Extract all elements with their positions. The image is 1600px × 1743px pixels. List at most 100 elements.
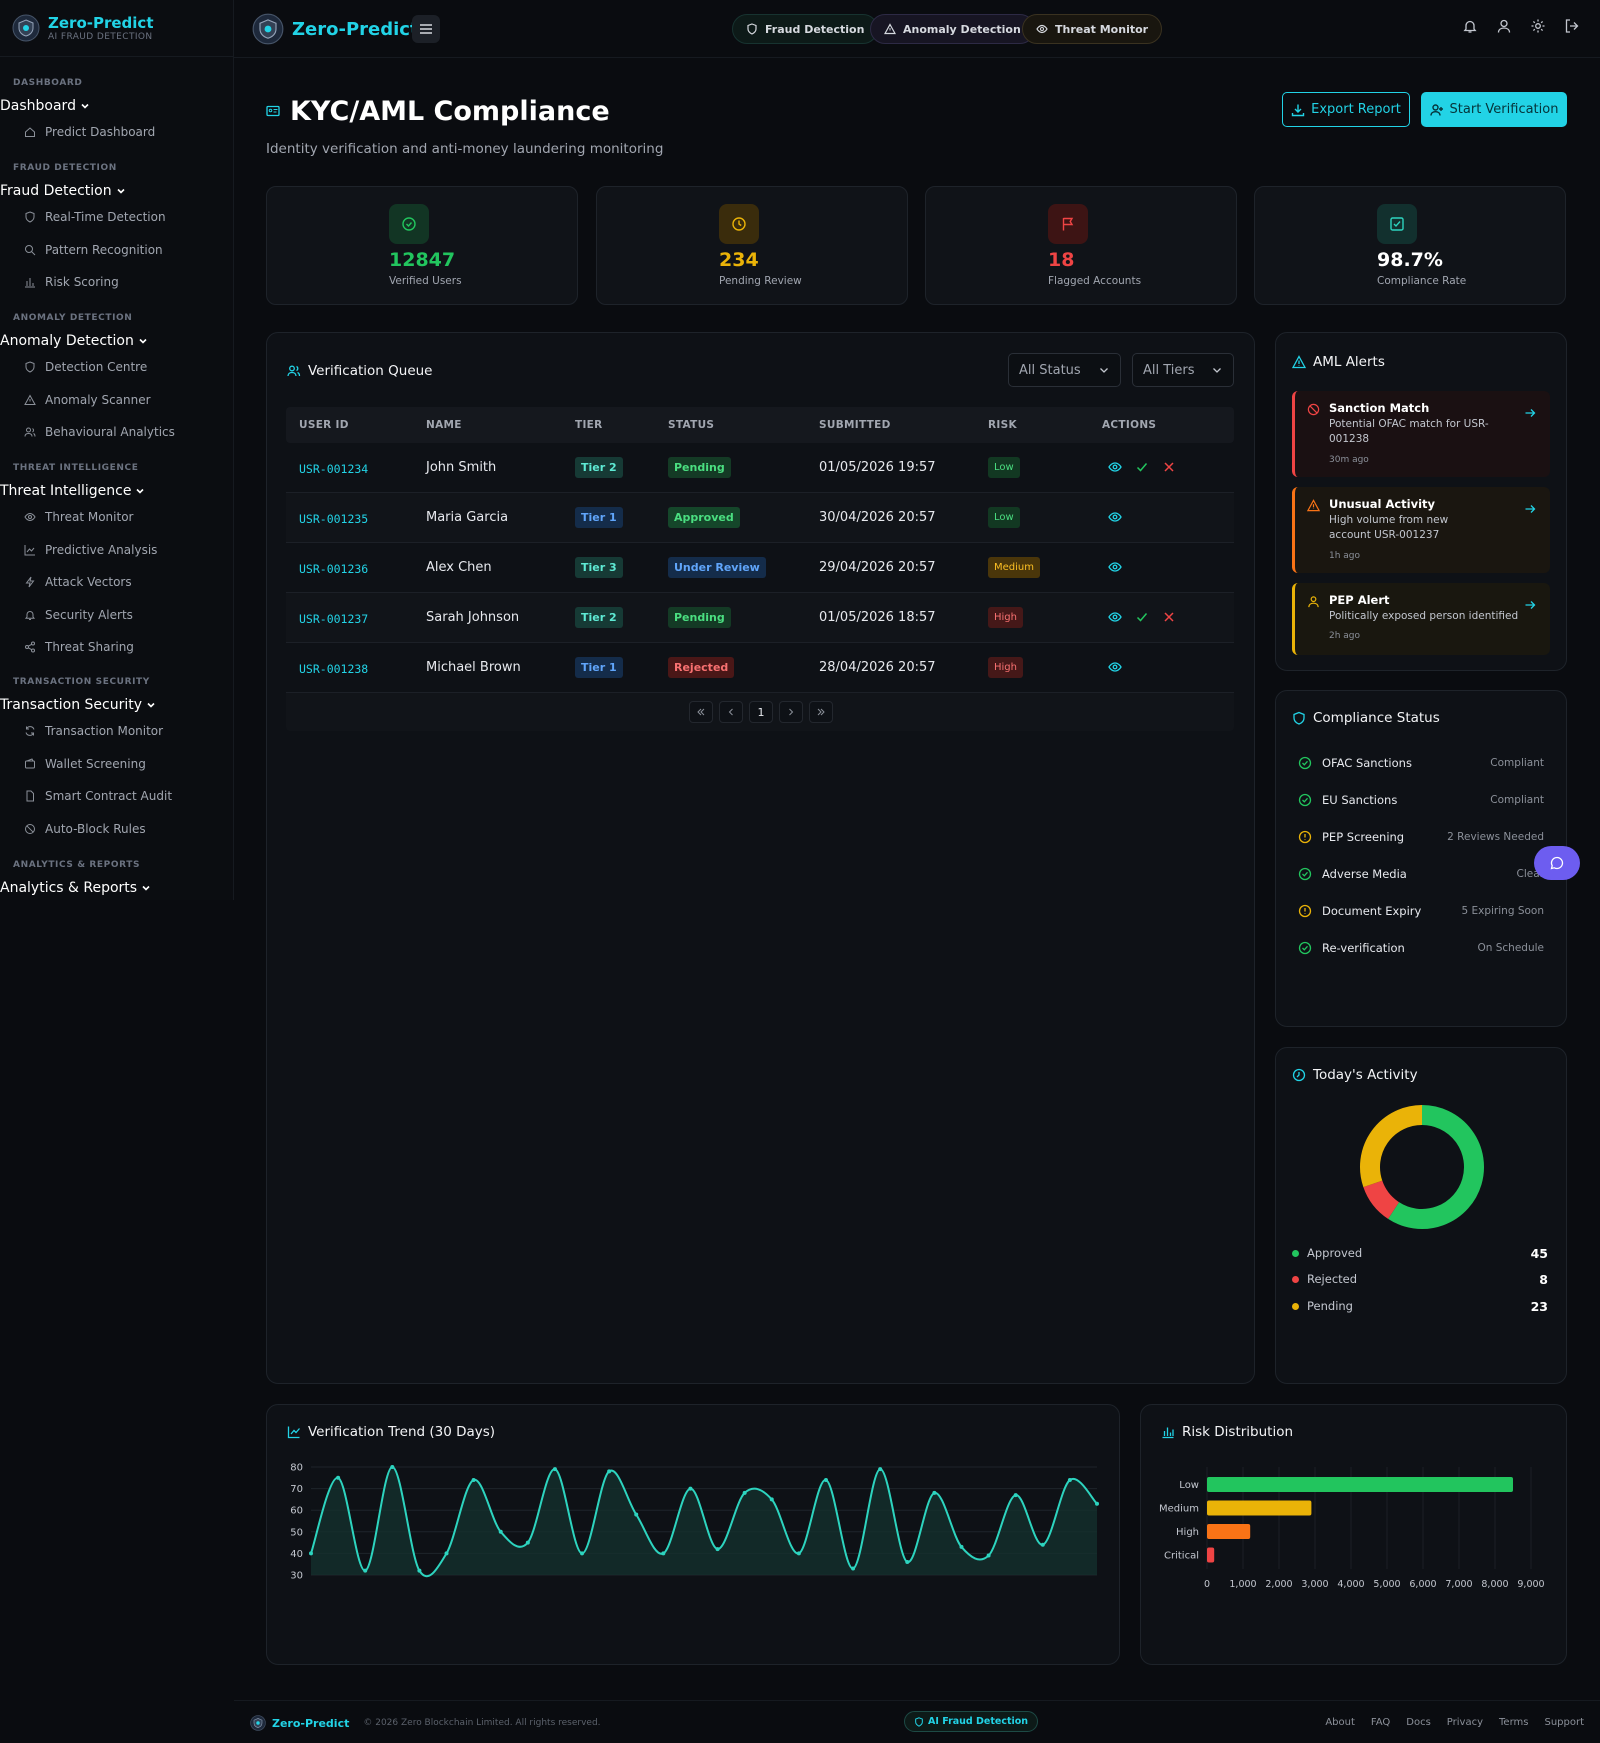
sidebar-heading-threat-intelligence[interactable]: Threat Intelligence (0, 481, 234, 501)
verification-trend-panel: Verification Trend (30 Days) 30 40 50 60 70 8… (266, 1404, 1120, 1665)
arrow-right-icon[interactable] (1524, 407, 1536, 419)
todays-activity-title: Today's Activity (1292, 1067, 1418, 1083)
footer-logo[interactable]: Zero-Predict © 2026 Zero Blockchain Limi… (250, 1715, 601, 1731)
last-page-button[interactable] (809, 701, 833, 723)
activity-legend-approved: Approved 45 (1292, 1244, 1548, 1262)
sidebar-item-real-time-detection[interactable]: Real-Time Detection (0, 201, 234, 234)
trend-point (634, 1512, 639, 1517)
sidebar-item-security-alerts[interactable]: Security Alerts (0, 599, 234, 632)
trend-point (769, 1497, 774, 1502)
compliance-status-title: Compliance Status (1292, 710, 1440, 726)
compliance-item-reverification: Re-verification On Schedule (1298, 938, 1544, 958)
x-tick-label: 0 (1204, 1579, 1210, 1590)
view-eye-icon[interactable] (1108, 560, 1122, 574)
sidebar-item-risk-scoring[interactable]: Risk Scoring (0, 266, 234, 299)
footer-link-about[interactable]: About (1325, 1717, 1355, 1728)
warning-icon (24, 394, 36, 405)
bell-icon[interactable] (1462, 18, 1478, 34)
sidebar-item-wallet-screening[interactable]: Wallet Screening (0, 748, 234, 781)
arrow-right-icon[interactable] (1524, 503, 1536, 515)
risk-badge: Low (988, 457, 1020, 478)
chevron-down-icon (139, 338, 147, 344)
sidebar-heading-dashboard[interactable]: Dashboard (0, 96, 234, 116)
todays-activity-panel: Today's Activity Approved 45 Rejected 8 Pe… (1275, 1047, 1567, 1384)
user-id-link[interactable]: USR-001235 (299, 512, 369, 526)
sidebar-heading-analytics-reports[interactable]: Analytics & Reports (0, 878, 234, 898)
panel-title-label: Verification Queue (308, 363, 433, 379)
sidebar-item-anomaly-scanner[interactable]: Anomaly Scanner (0, 384, 234, 417)
y-tick-label: 70 (290, 1484, 303, 1495)
column-header-submitted: SUBMITTED (819, 419, 891, 431)
alert-time: 1h ago (1329, 551, 1361, 561)
user-id-link[interactable]: USR-001234 (299, 462, 369, 476)
trend-point (471, 1477, 476, 1482)
footer-link-support[interactable]: Support (1544, 1717, 1584, 1728)
sidebar-item-threat-sharing[interactable]: Threat Sharing (0, 631, 234, 664)
view-eye-icon[interactable] (1108, 610, 1122, 624)
sidebar-item-label: Auto-Block Rules (45, 821, 146, 836)
stat-label: Pending Review (719, 275, 802, 287)
view-eye-icon[interactable] (1108, 460, 1122, 474)
gear-icon[interactable] (1530, 18, 1546, 34)
aml-alert-unusual-activity[interactable]: Unusual Activity High volume from new ac… (1292, 487, 1550, 573)
reject-x-icon[interactable] (1162, 460, 1176, 474)
sidebar-item-pattern-recognition[interactable]: Pattern Recognition (0, 234, 234, 267)
view-eye-icon[interactable] (1108, 510, 1122, 524)
prev-page-button[interactable] (719, 701, 743, 723)
export-report-button[interactable]: Export Report (1282, 92, 1410, 127)
page-number-button[interactable]: 1 (749, 701, 773, 723)
category-label: Critical (1164, 1551, 1199, 1562)
activity-legend-rejected: Rejected 8 (1292, 1270, 1548, 1288)
legend-label: Pending (1307, 1299, 1353, 1313)
footer-link-docs[interactable]: Docs (1406, 1717, 1431, 1728)
aml-alert-pep[interactable]: PEP Alert Politically exposed person ide… (1292, 583, 1550, 655)
pill-threat-monitor[interactable]: Threat Monitor (1022, 14, 1163, 44)
sidebar-item-predict-dashboard[interactable]: Predict Dashboard (0, 116, 234, 149)
sidebar-heading-fraud-detection[interactable]: Fraud Detection (0, 181, 234, 201)
approve-check-icon[interactable] (1135, 460, 1149, 474)
sidebar-item-behavioural-analytics[interactable]: Behavioural Analytics (0, 416, 234, 449)
trend-point (498, 1529, 503, 1534)
sidebar-item-smart-contract-audit[interactable]: Smart Contract Audit (0, 780, 234, 813)
sidebar-item-attack-vectors[interactable]: Attack Vectors (0, 566, 234, 599)
column-header-risk: RISK (988, 419, 1017, 431)
pill-fraud-detection[interactable]: Fraud Detection (732, 14, 879, 44)
approve-check-icon[interactable] (1135, 610, 1149, 624)
chevron-down-icon (81, 103, 89, 109)
arrow-right-icon[interactable] (1524, 599, 1536, 611)
sidebar-item-threat-monitor[interactable]: Threat Monitor (0, 501, 234, 534)
aml-alert-sanction-match[interactable]: Sanction Match Potential OFAC match for … (1292, 391, 1550, 477)
chat-bubble-icon (1550, 856, 1564, 870)
reject-x-icon[interactable] (1162, 610, 1176, 624)
compliance-item-status: 2 Reviews Needed (1447, 831, 1544, 843)
pill-anomaly-detection[interactable]: Anomaly Detection (870, 14, 1035, 44)
footer-link-terms[interactable]: Terms (1499, 1717, 1529, 1728)
chevron-left-icon (728, 708, 733, 716)
user-id-link[interactable]: USR-001237 (299, 612, 369, 626)
panel-title-label: Today's Activity (1313, 1067, 1418, 1083)
footer-link-faq[interactable]: FAQ (1370, 1717, 1391, 1728)
logout-icon[interactable] (1564, 18, 1580, 34)
sidebar-item-transaction-monitor[interactable]: Transaction Monitor (0, 715, 234, 748)
status-filter-select[interactable]: All Status (1008, 353, 1121, 387)
sidebar-heading-transaction-security[interactable]: Transaction Security (0, 695, 234, 715)
tier-filter-select[interactable]: All Tiers (1132, 353, 1234, 387)
sidebar-item-predictive-analysis[interactable]: Predictive Analysis (0, 534, 234, 567)
select-value: All Tiers (1143, 362, 1195, 378)
sidebar-logo[interactable]: Zero-Predict AI FRAUD DETECTION (12, 14, 153, 42)
user-icon[interactable] (1496, 18, 1512, 34)
sidebar-heading-anomaly-detection[interactable]: Anomaly Detection (0, 331, 234, 351)
verification-queue-title: Verification Queue (287, 363, 433, 379)
user-id-link[interactable]: USR-001238 (299, 662, 369, 676)
footer-link-privacy[interactable]: Privacy (1446, 1717, 1484, 1728)
menu-toggle-button[interactable] (412, 15, 440, 43)
start-verification-button[interactable]: Start Verification (1421, 92, 1567, 127)
user-id-link[interactable]: USR-001236 (299, 562, 369, 576)
sidebar-item-auto-block-rules[interactable]: Auto-Block Rules (0, 813, 234, 846)
view-eye-icon[interactable] (1108, 660, 1122, 674)
next-page-button[interactable] (779, 701, 803, 723)
first-page-button[interactable] (689, 701, 713, 723)
topbar-logo[interactable]: Zero-Predict (252, 13, 419, 45)
chat-button[interactable] (1534, 846, 1580, 880)
sidebar-item-detection-centre[interactable]: Detection Centre (0, 351, 234, 384)
